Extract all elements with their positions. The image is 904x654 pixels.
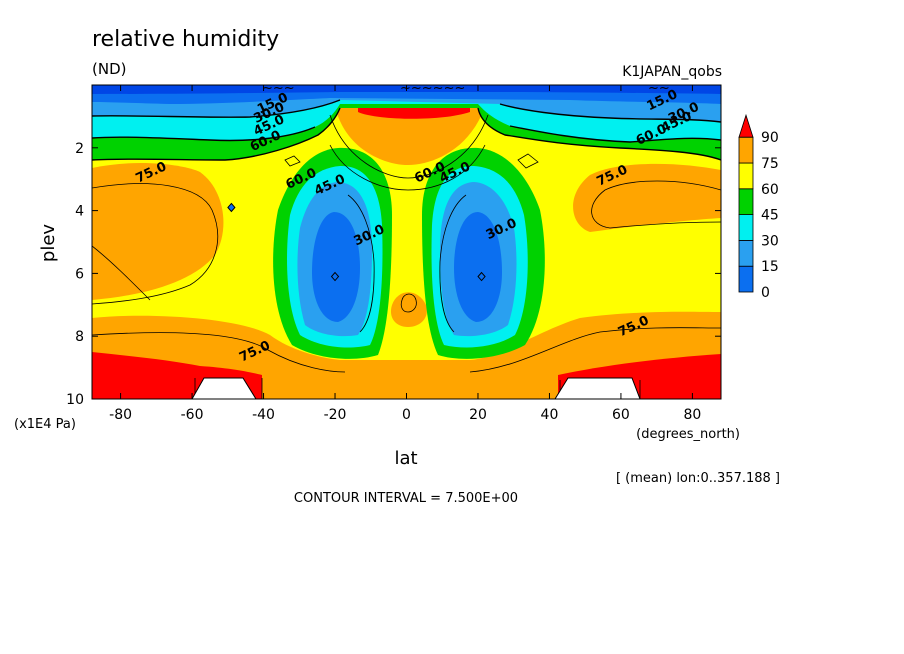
minimum-marker	[477, 271, 486, 282]
x-tick-label: 40	[541, 407, 559, 423]
contour-line	[469, 327, 721, 373]
terrain-block-left	[191, 377, 257, 399]
contour-line	[517, 153, 539, 169]
x-tick-label: 60	[612, 407, 630, 423]
contour-line	[92, 126, 316, 142]
y-tick-label: 2	[75, 141, 84, 157]
x-axis-label: lat	[394, 448, 417, 469]
top-clutter-text: ~~~~~~	[400, 81, 465, 96]
contour-line	[347, 194, 375, 333]
contour-lines-upper	[92, 99, 721, 161]
colorbar-label: 0	[761, 285, 770, 301]
band-75-90-top-bump	[335, 106, 485, 165]
units-label: (ND)	[92, 60, 126, 78]
contour-line	[477, 107, 721, 161]
colorbar-label: 75	[761, 156, 779, 172]
mean-note: [ (mean) lon:0..357.188 ]	[616, 471, 780, 486]
contour-line	[499, 103, 721, 123]
contour-line	[509, 125, 721, 143]
band-0-15-left-core	[312, 212, 360, 322]
y-axis: 2 4 6 8 10	[66, 141, 721, 408]
x-tick-label: 80	[683, 407, 701, 423]
colorbar-band	[738, 162, 754, 190]
band-0-15-right-core	[454, 212, 502, 322]
y-axis-unit: (x1E4 Pa)	[14, 417, 76, 432]
y-tick-label: 10	[66, 392, 84, 408]
top-clutter-text: ~~	[648, 81, 670, 96]
contour-line	[591, 180, 721, 229]
y-tick-label: 4	[75, 204, 84, 220]
x-tick-label: 20	[469, 407, 487, 423]
x-axis-unit: (degrees_north)	[636, 427, 740, 442]
colorbar-band	[738, 239, 754, 267]
contour-line	[329, 144, 486, 191]
dataset-label: K1JAPAN_qobs	[622, 64, 722, 80]
x-tick-label: -40	[252, 407, 275, 423]
y-axis-label: plev	[38, 224, 59, 263]
contour-line	[92, 332, 346, 373]
contour-interval: CONTOUR INTERVAL = 7.500E+00	[294, 491, 518, 506]
contour-line	[439, 194, 467, 333]
contour-line	[92, 107, 341, 161]
chart-title: relative humidity	[92, 27, 279, 52]
colorbar-band	[738, 136, 754, 164]
contour-lines	[92, 114, 721, 399]
colorbar-extend-arrow	[738, 113, 754, 138]
x-tick-label: -20	[324, 407, 347, 423]
contour-line	[194, 378, 641, 399]
colorbar-label: 15	[761, 259, 779, 275]
minima-markers	[227, 202, 486, 282]
x-axis: -80 -60 -40 -20 0 20 40 60 80	[109, 85, 701, 423]
contour-line	[329, 114, 489, 179]
top-clutter-text: ~~~	[262, 81, 295, 96]
colorbar-label: 90	[761, 130, 779, 146]
contour-line	[92, 183, 219, 305]
contour-line	[92, 99, 341, 118]
contour-field: ~~~ ~~~~~~ ~~	[92, 81, 721, 399]
x-tick-label: -60	[181, 407, 204, 423]
colorbar-label: 60	[761, 182, 779, 198]
colorbar-band	[738, 214, 754, 241]
contour-line	[92, 245, 151, 301]
y-tick-label: 8	[75, 329, 84, 345]
colorbar-label: 45	[761, 208, 779, 224]
y-tick-label: 6	[75, 266, 84, 282]
top-label-clutter: ~~~ ~~~~~~ ~~	[262, 81, 670, 96]
band-75-90-center-blob	[390, 292, 427, 327]
band-75-90-right-upper	[573, 163, 721, 232]
colorbar-band	[738, 265, 754, 293]
x-tick-label: -80	[109, 407, 132, 423]
colorbar: 0 15 30 45 60 75 90	[738, 113, 779, 301]
minimum-marker	[330, 271, 340, 282]
x-tick-label: 0	[402, 407, 411, 423]
colorbar-label: 30	[761, 233, 779, 249]
contour-line	[284, 155, 301, 167]
colorbar-band	[738, 188, 754, 216]
band-75-90-left-upper	[92, 163, 224, 300]
band-90-top	[358, 106, 470, 119]
terrain-block-right	[554, 377, 641, 399]
contour-line	[400, 293, 417, 313]
minimum-marker	[227, 202, 236, 213]
